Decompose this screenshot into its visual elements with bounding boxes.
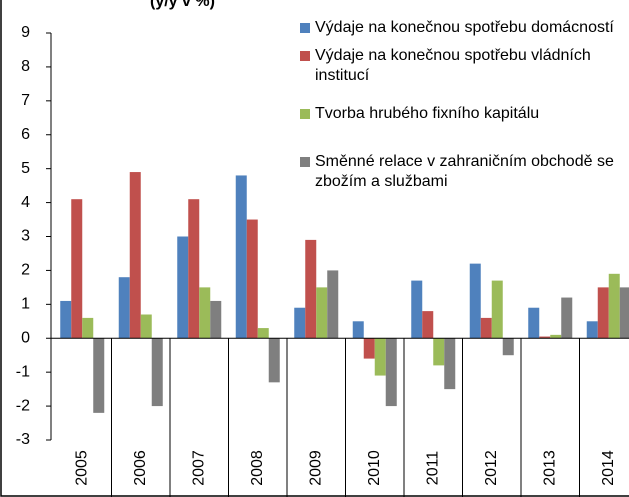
bar [550,334,562,339]
bar [235,175,247,339]
bar [118,277,130,339]
bar [597,287,609,339]
y-tick-label: 8 [21,58,30,75]
y-tick-label: -1 [16,363,30,380]
legend-swatch [300,23,310,33]
bar [316,287,328,339]
y-tick-label: 4 [21,194,30,211]
bar [608,273,620,339]
x-tick-label: 2013 [541,450,558,486]
y-tick-label: -3 [16,431,30,448]
bar [528,307,540,339]
bar [619,287,629,339]
legend-item: Výdaje na konečnou spotřebu domácností [300,18,625,38]
bar [363,338,375,359]
bar [539,336,551,339]
bar [199,287,211,339]
bar [268,338,280,383]
y-tick-label: 1 [21,296,30,313]
x-tick-label: 2006 [132,450,149,486]
legend-label: Výdaje na konečnou spotřebu vládních ins… [315,47,591,84]
bar [294,307,306,339]
bar [561,297,573,339]
bar [433,338,445,366]
bar [210,300,222,339]
x-tick-label: 2012 [483,450,500,486]
y-tick-label: 5 [21,160,30,177]
x-tick-label: 2005 [73,450,90,486]
legend-label: Směnné relace v zahraničním obchodě se z… [315,153,614,190]
bar [411,280,423,339]
bar [352,321,364,339]
bar [140,314,152,339]
bar [327,270,339,339]
bar [305,239,317,339]
x-tick-label: 2014 [600,450,617,486]
legend-swatch [300,109,310,119]
y-tick-label: 9 [21,24,30,41]
bar [151,338,163,407]
bar [385,338,397,407]
bar [422,311,434,339]
legend-swatch [300,51,310,61]
x-tick-label: 2009 [307,450,324,486]
y-tick-label: 7 [21,92,30,109]
bar [188,199,200,339]
x-tick-label: 2010 [366,450,383,486]
bar [502,338,514,356]
x-tick-label: 2008 [249,450,266,486]
bar [257,328,269,339]
bar [480,317,492,339]
legend-swatch [300,157,310,167]
bar [82,317,94,339]
x-tick-label: 2011 [424,451,441,486]
legend-item: Směnné relace v zahraničním obchodě se z… [300,152,625,192]
legend-item: Tvorba hrubého fixního kapitálu [300,104,625,124]
legend-item: Výdaje na konečnou spotřebu vládních ins… [300,46,625,86]
legend-label: Výdaje na konečnou spotřebu domácností [315,19,614,36]
legend-label: Tvorba hrubého fixního kapitálu [315,105,540,122]
y-tick-label: 2 [21,262,30,279]
bar [71,199,83,339]
bar [93,338,105,413]
bar [586,321,598,339]
y-tick-label: -2 [16,397,30,414]
chart-title: (y/y v %) [150,0,215,10]
legend: Výdaje na konečnou spotřebu domácností Vý… [300,18,625,192]
bar [246,219,258,339]
y-tick-label: 0 [21,329,30,346]
bar [374,338,386,376]
y-tick-label: 6 [21,126,30,143]
bar [491,280,503,339]
bar [444,338,456,390]
x-tick-label: 2007 [190,450,207,486]
bar [469,263,481,339]
bar [129,172,141,339]
bar [177,236,189,339]
y-tick-label: 3 [21,228,30,245]
bar [60,300,72,339]
